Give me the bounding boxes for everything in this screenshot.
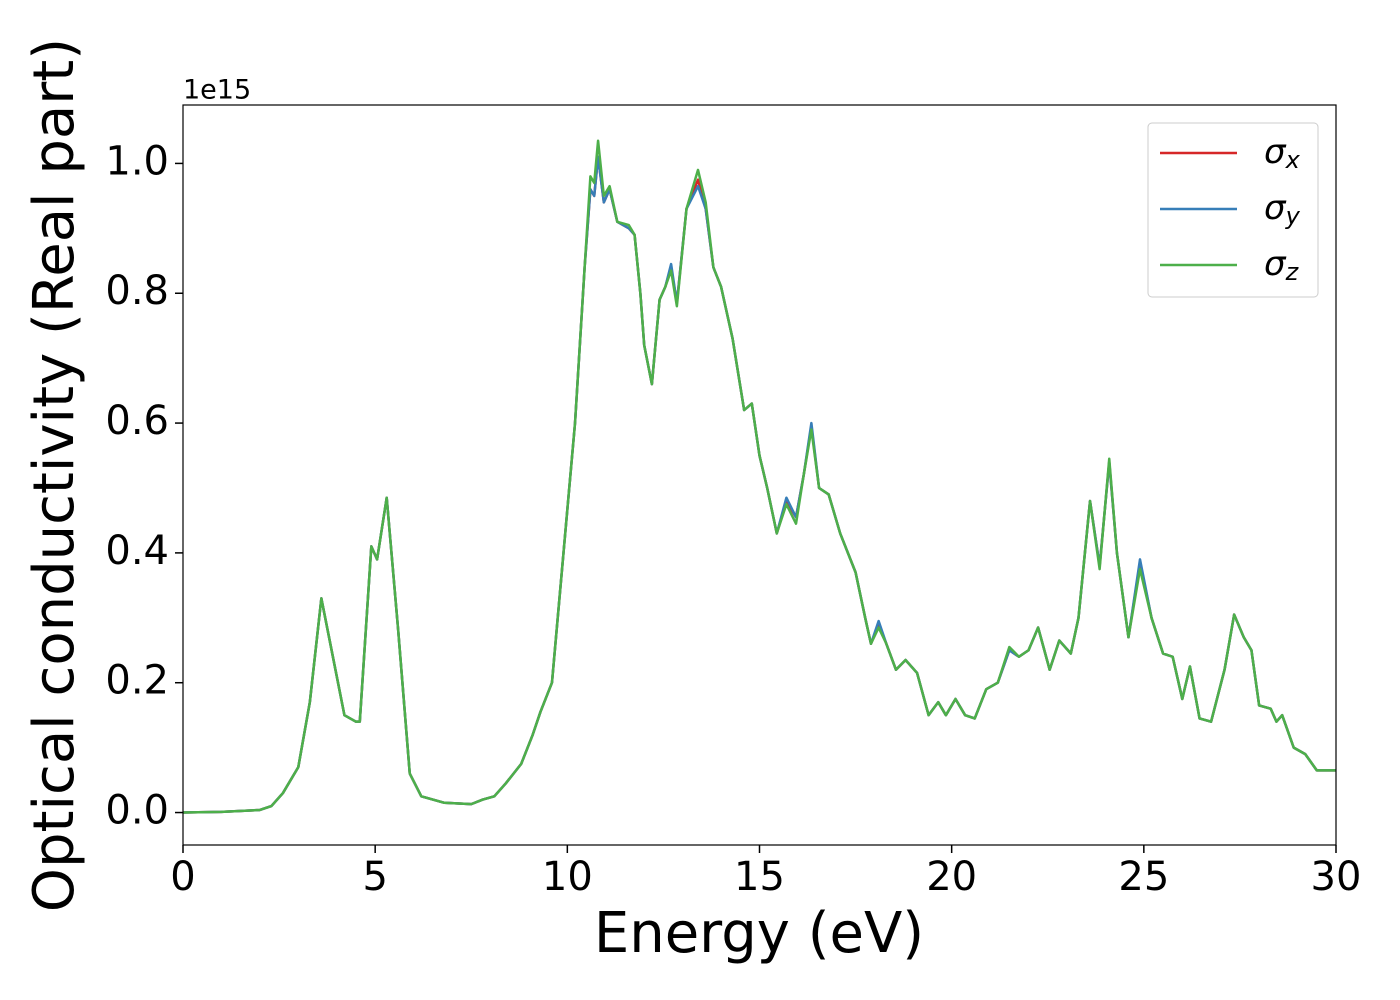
x-tick-label: 30 xyxy=(1311,854,1362,900)
legend-label: σx xyxy=(1264,132,1301,175)
x-tick-label: 25 xyxy=(1118,854,1169,900)
x-tick-label: 0 xyxy=(170,854,195,900)
y-tick-label: 1.0 xyxy=(105,138,169,184)
y-tick-label: 0.4 xyxy=(105,528,169,574)
y-tick-label: 0.0 xyxy=(105,788,169,834)
y-tick-label: 0.2 xyxy=(105,658,169,704)
data-line xyxy=(182,139,1336,814)
y-tick-label: 0.6 xyxy=(105,398,169,444)
y-axis-label: Optical conductivity (Real part) xyxy=(22,38,87,912)
y-tick-label: 0.8 xyxy=(105,268,169,314)
legend-label: σz xyxy=(1264,244,1300,287)
plot-frame xyxy=(182,104,1337,846)
x-tick-label: 20 xyxy=(926,854,977,900)
legend-label: σy xyxy=(1264,188,1301,231)
x-axis-label: Energy (eV) xyxy=(594,901,924,966)
offset-text: 1e15 xyxy=(183,75,251,106)
x-tick-label: 10 xyxy=(542,854,593,900)
x-tick-label: 5 xyxy=(362,854,387,900)
x-tick-label: 15 xyxy=(734,854,785,900)
